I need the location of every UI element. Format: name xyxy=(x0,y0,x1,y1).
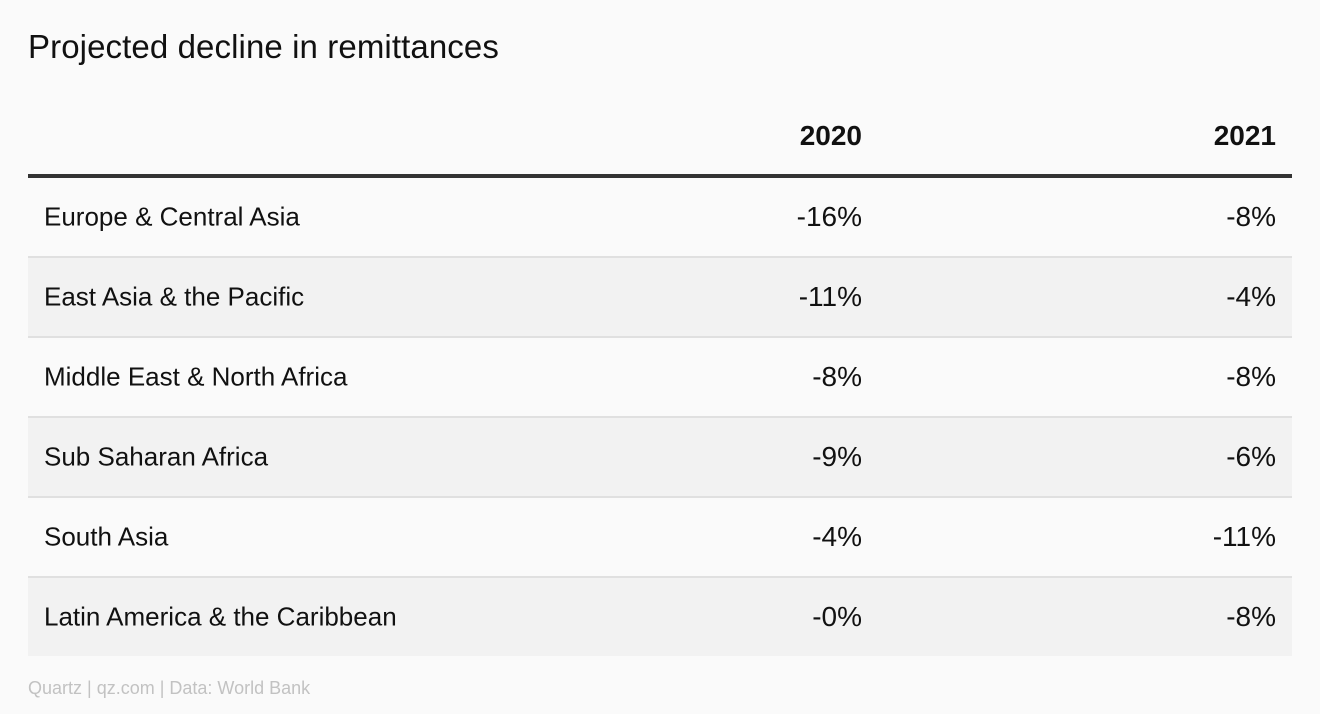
table-header-row: 2020 2021 xyxy=(28,98,1292,178)
value-2020: -4% xyxy=(812,521,862,552)
value-2021: -8% xyxy=(1226,201,1276,232)
value-2020: -16% xyxy=(796,201,862,232)
region-label: Europe & Central Asia xyxy=(44,201,300,232)
value-2021: -6% xyxy=(1226,441,1276,472)
table-body: Europe & Central Asia -16% -8% East Asia & … xyxy=(28,178,1292,656)
table-row: Middle East & North Africa -8% -8% xyxy=(28,338,1292,418)
region-label: Middle East & North Africa xyxy=(44,361,348,392)
column-header-2021: 2021 xyxy=(1213,120,1276,151)
value-2021: -8% xyxy=(1226,601,1276,632)
table-row: Latin America & the Caribbean -0% -8% xyxy=(28,578,1292,656)
table-row: South Asia -4% -11% xyxy=(28,498,1292,578)
value-2021: -11% xyxy=(1212,521,1276,552)
region-label: East Asia & the Pacific xyxy=(44,281,305,312)
value-2021: -8% xyxy=(1226,361,1276,392)
value-2020: -9% xyxy=(812,441,862,472)
value-2021: -4% xyxy=(1226,281,1276,312)
source-credit: Quartz | qz.com | Data: World Bank xyxy=(28,678,311,698)
data-table: 2020 2021 Europe & Central Asia -16% -8% Ea… xyxy=(28,98,1292,656)
table-row: Europe & Central Asia -16% -8% xyxy=(28,178,1292,258)
region-label: Sub Saharan Africa xyxy=(44,441,269,472)
column-header-2020: 2020 xyxy=(799,120,862,151)
region-label: South Asia xyxy=(44,521,169,552)
value-2020: -0% xyxy=(812,601,862,632)
table-row: East Asia & the Pacific -11% -4% xyxy=(28,258,1292,338)
table-row: Sub Saharan Africa -9% -6% xyxy=(28,418,1292,498)
region-label: Latin America & the Caribbean xyxy=(44,601,397,632)
value-2020: -8% xyxy=(812,361,862,392)
chart-title: Projected decline in remittances xyxy=(28,28,499,65)
value-2020: -11% xyxy=(798,281,862,312)
